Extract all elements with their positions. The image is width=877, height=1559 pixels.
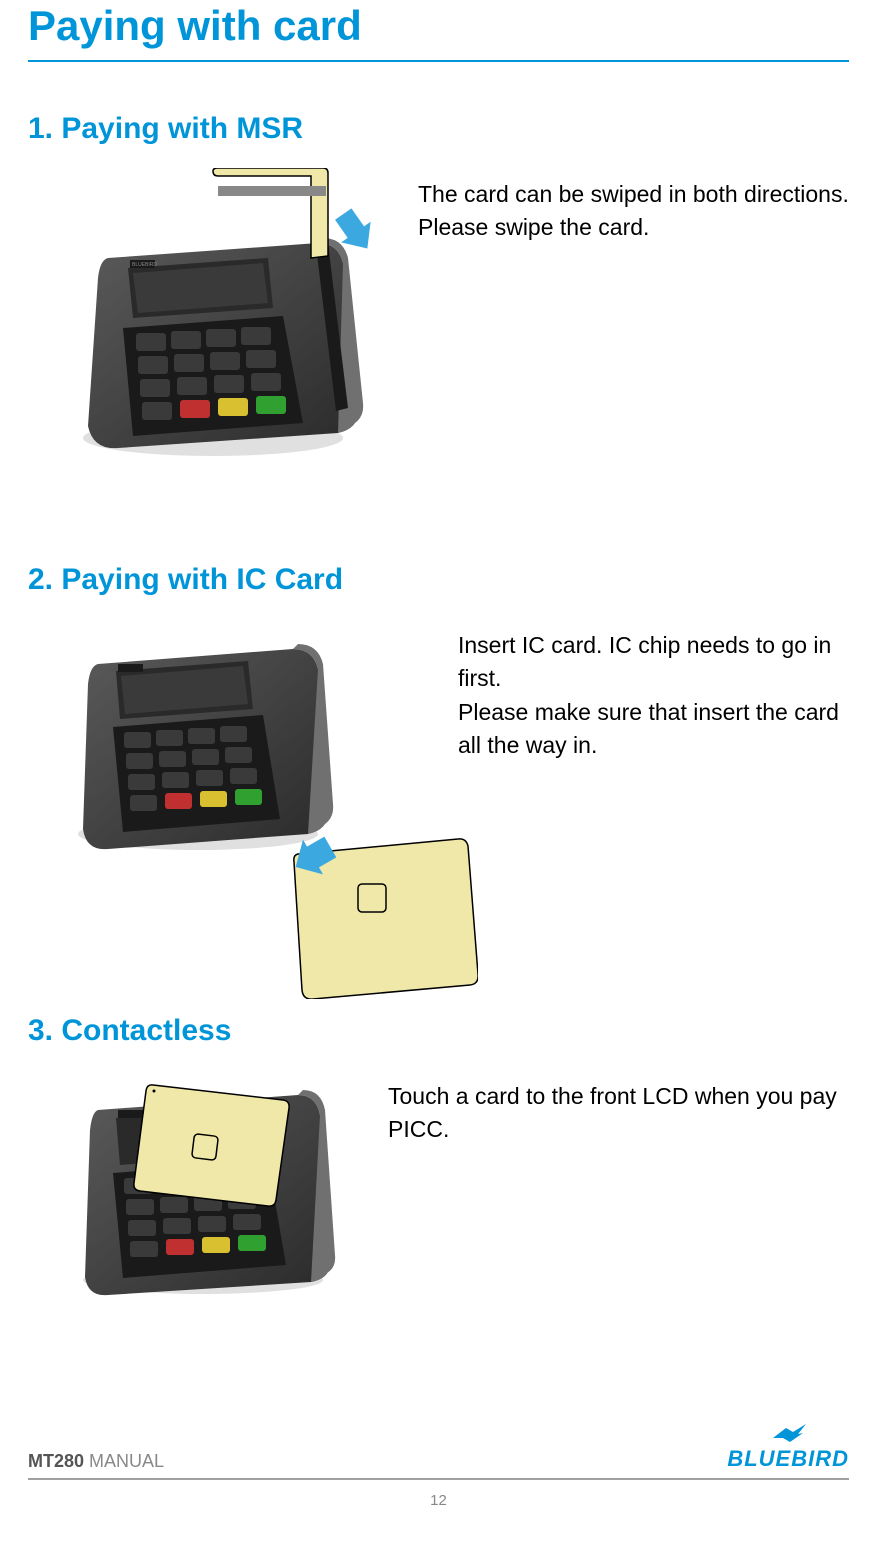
contactless-card-icon [134,1085,289,1206]
section-text-1: The card can be swiped in both direction… [418,168,849,245]
page-footer: MT280 MANUAL BLUEBIRD 12 [0,1420,877,1509]
section-heading-2: 2. Paying with IC Card [28,563,849,597]
section-text-3: Touch a card to the front LCD when you p… [388,1070,849,1147]
section-ic: 2. Paying with IC Card [28,563,849,1004]
footer-model: MT280 MANUAL [28,1451,164,1472]
bluebird-bird-icon [768,1420,808,1446]
brand-name: BLUEBIRD [727,1446,849,1472]
swipe-card-icon [213,168,328,258]
illustration-ic [58,619,478,1004]
illustration-msr: BLUEBIRD [58,168,388,473]
section-contactless: 3. Contactless [28,1014,849,1305]
illustration-contactless [58,1070,358,1305]
section-heading-1: 1. Paying with MSR [28,112,849,146]
section-msr: 1. Paying with MSR [28,112,849,473]
footer-manual-label: MANUAL [89,1451,164,1471]
terminal-brand-label: BLUEBIRD [132,262,157,268]
page-number: 12 [28,1492,849,1509]
section-text-2: Insert IC card. IC chip needs to go in f… [458,619,849,762]
section-heading-3: 3. Contactless [28,1014,849,1048]
brand-logo: BLUEBIRD [727,1420,849,1472]
footer-model-number: MT280 [28,1451,84,1471]
page-title: Paying with card [28,0,849,62]
